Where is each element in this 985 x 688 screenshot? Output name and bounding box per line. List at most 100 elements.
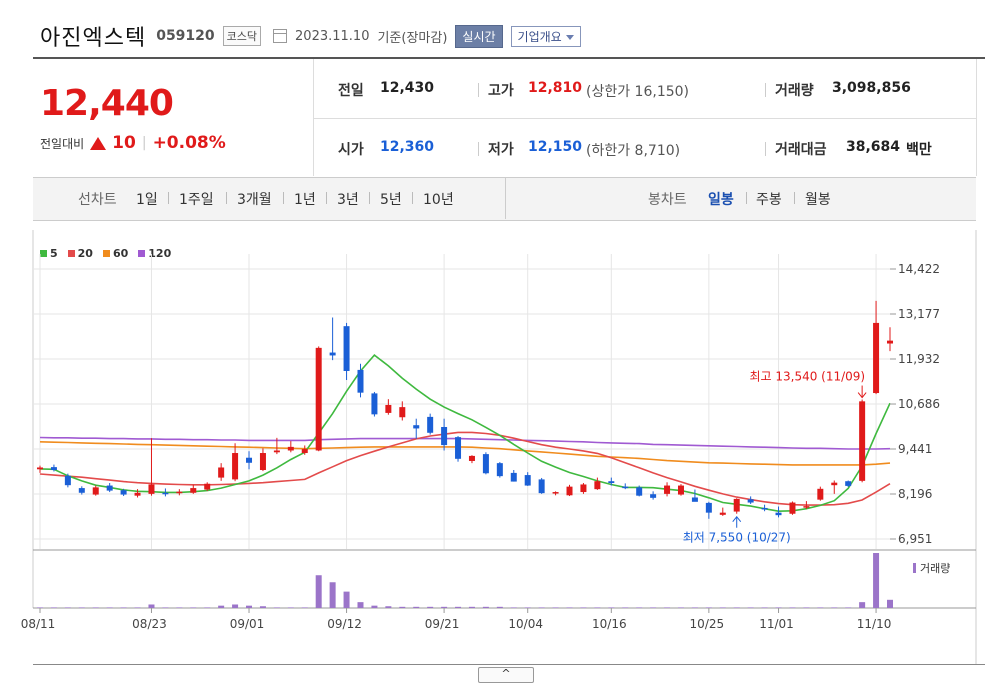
candle-body (343, 326, 350, 371)
volume-bar (664, 607, 671, 608)
x-tick-label: 11/01 (759, 617, 794, 631)
realtime-button[interactable]: 실시간 (455, 24, 503, 48)
y-tick-label: 14,422 (898, 262, 940, 276)
legend-ma20: 20 (67, 247, 93, 260)
volume-bar (37, 607, 43, 608)
candle-body (120, 490, 127, 495)
ma120-line (39, 436, 891, 450)
candle-body (246, 457, 253, 463)
title-row: 아진엑스텍 059120 코스닥 2023.11.10 기준(장마감) 실시간 … (40, 18, 581, 54)
collapse-button[interactable]: ^ (478, 667, 534, 683)
company-overview-label: 기업개요 (517, 29, 562, 44)
candle-daily[interactable]: 일봉 (708, 192, 734, 208)
volume-bar (622, 607, 629, 608)
candle-body (817, 488, 824, 500)
volume-bar (64, 607, 71, 608)
candle-body (845, 481, 852, 486)
candle-body (162, 492, 169, 495)
candle-body (650, 494, 657, 498)
volume-bar (413, 606, 420, 608)
candle-body (775, 512, 782, 516)
period-5y[interactable]: 5년 (380, 192, 402, 208)
candle-body (232, 453, 239, 480)
max-annotation: 최고 13,540 (11/09) (749, 370, 865, 384)
toolbar-separator (794, 192, 795, 204)
quote-separator (478, 142, 479, 156)
period-3y[interactable]: 3년 (337, 192, 359, 208)
candle-body (622, 486, 629, 489)
lower-limit: (하한가 8,710) (586, 143, 681, 159)
chevron-down-icon (565, 34, 574, 40)
candle-body (301, 449, 308, 454)
amount-value: 38,684 (846, 139, 901, 155)
period-1y[interactable]: 1년 (294, 192, 316, 208)
ma60-line (39, 441, 891, 466)
candle-body (580, 484, 587, 493)
upper-limit: (상한가 16,150) (586, 84, 690, 100)
candle-body (64, 475, 71, 486)
y-tick-label: 9,441 (898, 442, 932, 456)
low-label: 저가 (488, 142, 514, 158)
x-tick-label: 09/21 (425, 617, 460, 631)
up-triangle-icon (90, 136, 107, 150)
legend-ma5: 5 (40, 247, 58, 260)
volume-bar (357, 602, 364, 608)
candle-body (50, 467, 57, 471)
y-tick-label: 13,177 (898, 307, 940, 321)
ma20-line (39, 431, 891, 506)
candle-body (719, 512, 726, 515)
legend-label: 60 (112, 247, 129, 260)
candle-body (315, 347, 322, 451)
volume-bar (468, 606, 475, 608)
volume-bars: 거래량 (37, 553, 950, 608)
volume-bar (650, 607, 657, 608)
candle-body (510, 472, 517, 482)
candle-weekly[interactable]: 주봉 (756, 192, 782, 208)
volume-bar (789, 607, 796, 608)
amount-unit: 백만 (906, 142, 932, 158)
candle-chart-label: 봉차트 (648, 192, 687, 208)
candle-body (691, 497, 698, 502)
volume-bar (566, 607, 573, 608)
candle-body (831, 482, 838, 486)
quote-separator (478, 83, 479, 97)
volume-bar (677, 607, 684, 608)
period-1d[interactable]: 1일 (136, 192, 158, 208)
company-overview-button[interactable]: 기업개요 (510, 25, 581, 47)
toolbar-separator (283, 192, 284, 204)
x-tick-label: 10/25 (690, 617, 725, 631)
chart-axes: 14,422 13,177 11,932 10,686 9,441 8,196 6,951 0… (21, 262, 940, 631)
toolbar-separator (168, 192, 169, 204)
candle-body (371, 393, 378, 415)
volume-bar (719, 607, 726, 608)
volume-bar (496, 606, 503, 608)
open-value: 12,360 (380, 139, 435, 155)
volume-bar (705, 607, 712, 608)
candle-body (636, 487, 643, 496)
x-tick-label: 08/23 (132, 617, 167, 631)
volume-bar (50, 607, 57, 608)
volume-bar (845, 607, 852, 608)
volume-bar (148, 604, 155, 608)
candle-body (218, 467, 225, 478)
volume-bar (218, 605, 225, 608)
volume-bar (399, 606, 406, 608)
toolbar-separator (412, 192, 413, 204)
candle-monthly[interactable]: 월봉 (805, 192, 831, 208)
volume-bar (887, 599, 893, 608)
candle-body (552, 492, 559, 494)
legend-swatch (40, 250, 47, 257)
volume-bar (873, 553, 880, 608)
period-1w[interactable]: 1주일 (179, 192, 214, 208)
candle-body (677, 485, 684, 495)
volume-bar (273, 607, 280, 608)
candle-body (441, 427, 448, 446)
volume-legend-swatch (913, 563, 916, 573)
volume-bar (859, 602, 866, 608)
period-10y[interactable]: 10년 (423, 192, 454, 208)
volume-bar (691, 607, 698, 608)
volume-bar (371, 605, 378, 608)
high-label: 고가 (488, 83, 514, 99)
period-3m[interactable]: 3개월 (237, 192, 272, 208)
x-tick-label: 09/01 (230, 617, 265, 631)
